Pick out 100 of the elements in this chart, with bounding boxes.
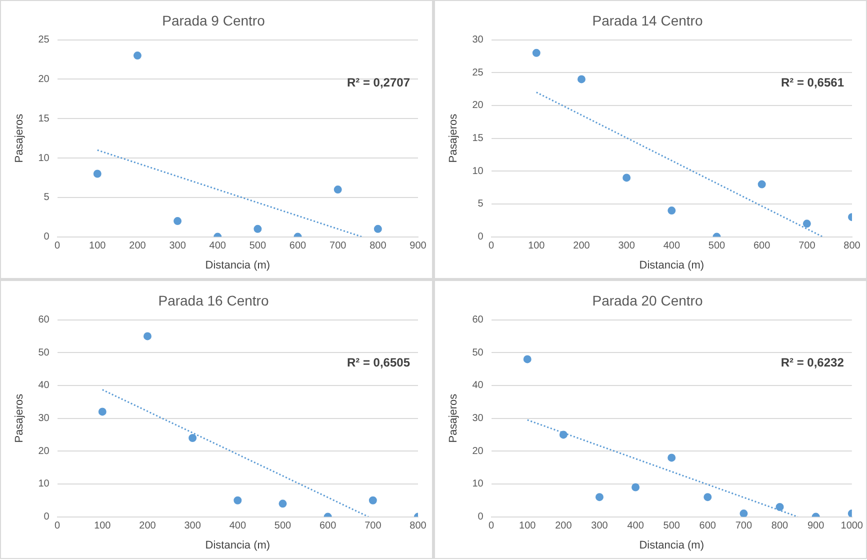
x-tick-label: 700 <box>798 240 816 252</box>
x-tick-label: 500 <box>708 240 726 252</box>
y-tick-label: 0 <box>478 512 484 523</box>
y-tick-label: 5 <box>44 192 50 204</box>
x-tick-label: 600 <box>699 520 716 532</box>
point <box>577 75 586 84</box>
x-tick-label: 100 <box>94 520 112 532</box>
point <box>254 224 262 233</box>
x-tick-label: 100 <box>519 520 536 532</box>
point <box>188 434 197 442</box>
y-tick-label: 10 <box>38 152 50 164</box>
x-tick-label: 700 <box>364 520 382 532</box>
x-tick-label: 400 <box>209 240 226 252</box>
point <box>532 48 540 57</box>
annotation: R² = 0,6232 <box>780 355 844 370</box>
point <box>93 170 102 178</box>
x-tick-label: 600 <box>319 520 337 532</box>
y-tick-label: 10 <box>472 166 484 177</box>
point <box>523 355 532 364</box>
annotation: R² = 0,6561 <box>780 75 844 90</box>
point <box>368 496 377 504</box>
point <box>802 220 811 228</box>
y-axis-title: Pasajeros <box>14 393 26 443</box>
x-tick-label: 900 <box>410 240 427 252</box>
y-tick-label: 50 <box>38 347 50 358</box>
x-tick-label: 400 <box>627 520 644 532</box>
y-tick-label: 5 <box>478 198 484 210</box>
point <box>740 510 748 517</box>
x-tick-label: 1000 <box>840 520 864 532</box>
point <box>622 174 631 182</box>
x-tick-label: 200 <box>555 520 572 532</box>
x-tick-label: 800 <box>844 240 861 252</box>
y-tick-label: 30 <box>472 34 484 46</box>
chart-title: Parada 20 Centro <box>592 292 703 308</box>
point <box>704 493 712 502</box>
y-tick-label: 20 <box>472 446 484 457</box>
y-tick-label: 0 <box>44 232 50 243</box>
x-tick-label: 700 <box>330 240 347 252</box>
chart-title: Parada 14 Centro <box>592 12 703 28</box>
point <box>133 52 142 60</box>
y-tick-label: 40 <box>472 380 484 392</box>
x-tick-label: 700 <box>735 520 752 532</box>
point <box>143 332 152 340</box>
point <box>278 500 287 508</box>
y-tick-label: 40 <box>38 380 50 392</box>
x-tick-label: 300 <box>169 240 186 252</box>
point <box>632 483 640 492</box>
x-tick-label: 100 <box>528 240 546 252</box>
x-tick-label: 500 <box>274 520 292 532</box>
x-tick-label: 800 <box>370 240 387 252</box>
x-tick-label: 300 <box>618 240 636 252</box>
x-axis-title: Distancia (m) <box>205 539 270 552</box>
chart-title: Parada 16 Centro <box>158 292 269 308</box>
y-tick-label: 60 <box>472 314 484 326</box>
x-tick-label: 0 <box>488 520 495 532</box>
x-tick-label: 900 <box>807 520 825 532</box>
x-tick-label: 600 <box>753 240 771 252</box>
y-axis-title: Pasajeros <box>448 393 460 443</box>
point <box>374 224 382 233</box>
x-tick-label: 500 <box>663 520 680 532</box>
x-tick-label: 100 <box>89 240 106 252</box>
y-tick-label: 20 <box>38 74 50 85</box>
point <box>559 430 568 439</box>
annotation: R² = 0,6505 <box>346 355 410 370</box>
point <box>668 454 676 462</box>
y-tick-label: 0 <box>478 232 484 243</box>
point <box>234 496 242 504</box>
x-tick-label: 600 <box>289 240 307 252</box>
point <box>334 186 342 194</box>
x-tick-label: 300 <box>591 520 608 532</box>
y-tick-label: 25 <box>38 34 50 46</box>
point <box>668 206 676 215</box>
point <box>595 493 604 502</box>
x-tick-label: 200 <box>129 240 146 252</box>
x-tick-label: 200 <box>573 240 590 252</box>
point <box>174 217 182 226</box>
y-tick-label: 50 <box>472 347 484 358</box>
y-axis-title: Pasajeros <box>14 113 26 163</box>
x-tick-label: 300 <box>184 520 202 532</box>
y-tick-label: 0 <box>44 512 50 523</box>
x-axis-title: Distancia (m) <box>639 539 704 552</box>
chart-title: Parada 9 Centro <box>162 12 266 28</box>
x-tick-label: 200 <box>139 520 156 532</box>
x-tick-label: 400 <box>229 520 246 532</box>
x-tick-label: 500 <box>249 240 266 252</box>
y-tick-label: 10 <box>38 478 50 490</box>
x-tick-label: 400 <box>663 240 680 252</box>
x-tick-label: 800 <box>771 520 789 532</box>
point <box>98 408 106 416</box>
x-axis-title: Distancia (m) <box>639 259 704 272</box>
y-axis-title: Pasajeros <box>448 113 460 163</box>
annotation: R² = 0,2707 <box>346 75 410 90</box>
x-tick-label: 0 <box>54 520 61 532</box>
y-tick-label: 20 <box>472 100 484 112</box>
x-tick-label: 0 <box>54 240 61 252</box>
y-tick-label: 30 <box>38 413 50 424</box>
y-tick-label: 20 <box>38 446 50 457</box>
y-tick-label: 30 <box>472 413 484 424</box>
x-tick-label: 800 <box>410 520 427 532</box>
y-tick-label: 10 <box>472 478 484 490</box>
